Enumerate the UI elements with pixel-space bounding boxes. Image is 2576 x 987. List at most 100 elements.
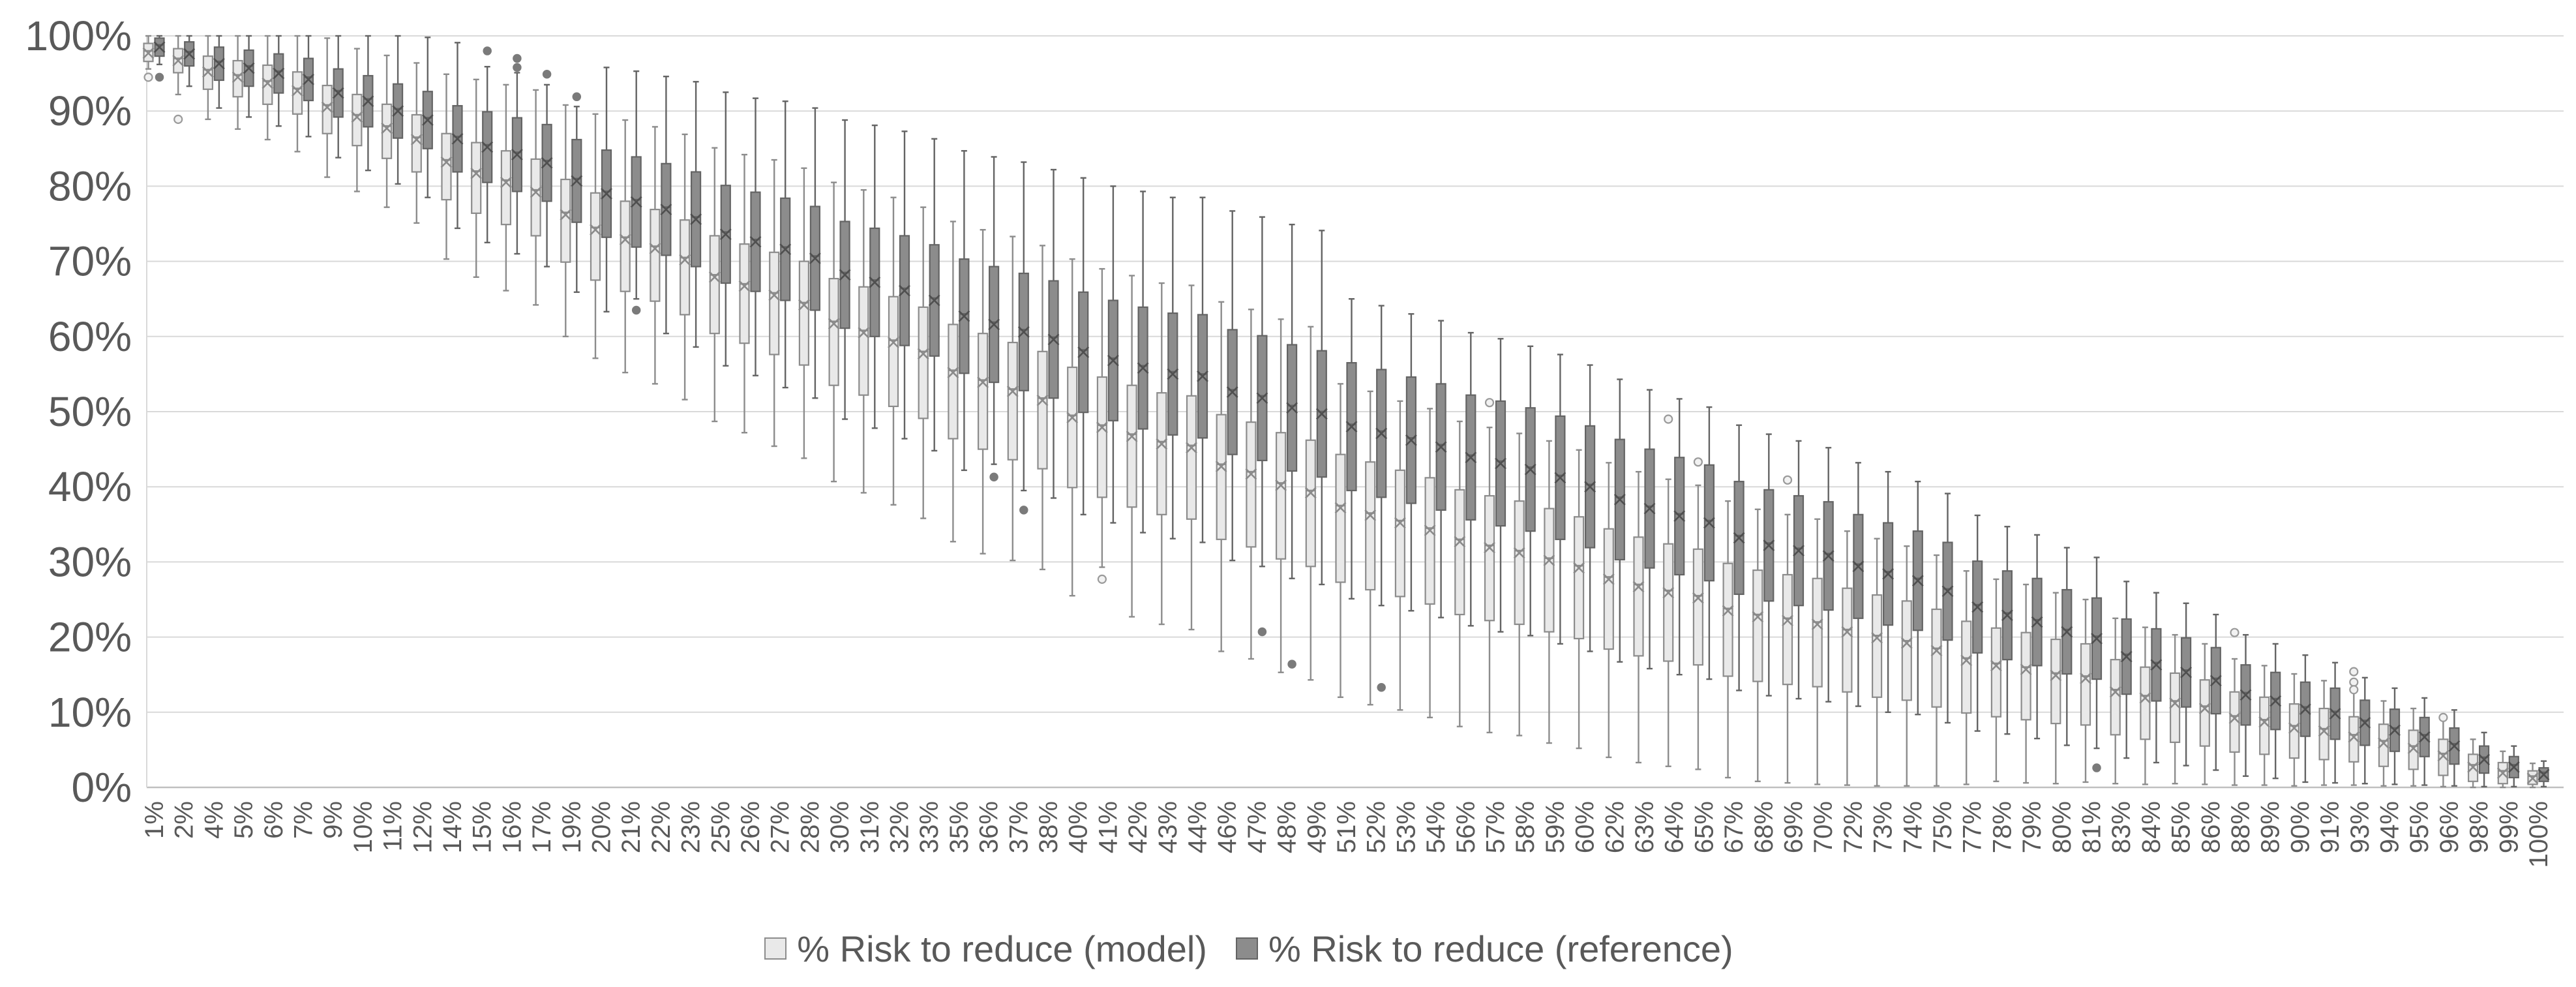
svg-text:65%: 65% <box>1690 801 1718 853</box>
outlier-model-dot <box>143 72 153 82</box>
svg-text:16%: 16% <box>498 801 526 853</box>
svg-text:74%: 74% <box>1898 801 1927 853</box>
svg-text:73%: 73% <box>1869 801 1898 853</box>
svg-text:79%: 79% <box>2018 801 2046 853</box>
svg-text:41%: 41% <box>1094 801 1122 853</box>
svg-text:94%: 94% <box>2376 801 2404 853</box>
svg-text:35%: 35% <box>945 801 974 853</box>
outlier-ref-dot <box>2092 763 2101 772</box>
svg-text:63%: 63% <box>1630 801 1659 853</box>
svg-text:9%: 9% <box>319 801 348 839</box>
outlier-model-dot <box>1782 475 1793 485</box>
svg-text:62%: 62% <box>1600 801 1629 853</box>
svg-text:84%: 84% <box>2137 801 2166 853</box>
svg-text:33%: 33% <box>915 801 944 853</box>
svg-text:30%: 30% <box>826 801 854 853</box>
svg-text:42%: 42% <box>1124 801 1152 853</box>
svg-text:27%: 27% <box>766 801 795 853</box>
svg-text:4%: 4% <box>200 801 228 839</box>
svg-text:100%: 100% <box>2524 801 2553 868</box>
svg-text:14%: 14% <box>438 801 467 853</box>
svg-text:49%: 49% <box>1302 801 1331 853</box>
svg-text:100%: 100% <box>25 12 132 59</box>
outlier-model-dot <box>1097 574 1107 584</box>
svg-text:47%: 47% <box>1243 801 1272 853</box>
svg-text:52%: 52% <box>1362 801 1391 853</box>
svg-text:70%: 70% <box>1809 801 1838 853</box>
svg-text:50%: 50% <box>48 388 132 435</box>
outlier-ref-dot <box>572 92 582 102</box>
svg-text:40%: 40% <box>1064 801 1093 853</box>
svg-text:56%: 56% <box>1452 801 1480 853</box>
legend-item-reference: % Risk to reduce (reference) <box>1235 928 1733 970</box>
svg-text:70%: 70% <box>48 238 132 285</box>
outlier-model-dot <box>173 114 183 124</box>
svg-text:83%: 83% <box>2107 801 2136 853</box>
svg-text:88%: 88% <box>2226 801 2255 853</box>
svg-text:43%: 43% <box>1154 801 1182 853</box>
svg-text:17%: 17% <box>528 801 556 853</box>
y-axis-labels: 0% 10% 20% 30% 40% 50% 60% 70% 80% 90% 100% <box>25 12 132 811</box>
outlier-model-dot <box>2230 628 2239 637</box>
svg-text:38%: 38% <box>1034 801 1063 853</box>
svg-text:2%: 2% <box>170 801 199 839</box>
outlier-model-dot <box>2349 685 2359 695</box>
svg-text:32%: 32% <box>886 801 914 853</box>
svg-text:69%: 69% <box>1780 801 1808 853</box>
outlier-ref-dot <box>155 72 164 82</box>
svg-text:21%: 21% <box>617 801 646 853</box>
svg-text:37%: 37% <box>1004 801 1033 853</box>
svg-text:80%: 80% <box>48 162 132 209</box>
svg-text:77%: 77% <box>1958 801 1987 853</box>
svg-text:22%: 22% <box>647 801 676 853</box>
svg-text:23%: 23% <box>677 801 706 853</box>
svg-text:72%: 72% <box>1839 801 1868 853</box>
svg-text:40%: 40% <box>48 463 132 510</box>
svg-text:30%: 30% <box>48 538 132 585</box>
legend-label-reference: % Risk to reduce (reference) <box>1268 928 1733 969</box>
svg-text:95%: 95% <box>2405 801 2434 853</box>
series-model <box>142 35 2539 789</box>
legend-swatch-reference-icon <box>1235 937 1258 960</box>
svg-text:48%: 48% <box>1273 801 1302 853</box>
outlier-ref-dot <box>1019 506 1028 515</box>
svg-text:81%: 81% <box>2078 801 2106 853</box>
outlier-ref-dot <box>483 46 492 55</box>
svg-text:19%: 19% <box>558 801 586 853</box>
svg-text:10%: 10% <box>349 801 378 853</box>
svg-text:26%: 26% <box>736 801 765 853</box>
svg-text:20%: 20% <box>48 614 132 661</box>
svg-text:75%: 75% <box>1928 801 1957 853</box>
series-reference <box>153 35 2550 788</box>
svg-text:11%: 11% <box>379 801 408 851</box>
legend-swatch-model-icon <box>764 937 787 960</box>
outlier-model-dot <box>1664 414 1673 424</box>
svg-text:78%: 78% <box>1988 801 2016 853</box>
outlier-ref-dot <box>513 63 522 72</box>
outlier-model-dot <box>1693 457 1703 467</box>
boxplot-chart: 0%10%20%30%40%50%60%70%80%90%100%1% 2% 4% 5… <box>25 12 2564 868</box>
x-axis-labels: 1% 2% 4% 5% 6% 7% 9% 10% 11% 12% 14% 15% 16% 17% 19% 20… <box>140 801 2553 868</box>
svg-text:53%: 53% <box>1392 801 1420 853</box>
svg-text:85%: 85% <box>2167 801 2196 853</box>
svg-text:60%: 60% <box>1571 801 1600 853</box>
chart-legend: % Risk to reduce (model) % Risk to reduc… <box>0 916 2537 981</box>
svg-text:86%: 86% <box>2196 801 2225 853</box>
svg-text:90%: 90% <box>2286 801 2314 853</box>
legend-label-model: % Risk to reduce (model) <box>797 928 1207 969</box>
outlier-ref-dot <box>989 472 998 481</box>
svg-text:93%: 93% <box>2346 801 2374 853</box>
svg-text:20%: 20% <box>588 801 616 853</box>
outlier-model-dot <box>2438 712 2448 722</box>
axis-lines <box>146 36 2564 789</box>
outlier-model-dot <box>2349 677 2359 687</box>
outlier-ref-dot <box>631 305 641 315</box>
svg-text:58%: 58% <box>1511 801 1540 853</box>
svg-text:46%: 46% <box>1213 801 1242 853</box>
svg-text:59%: 59% <box>1541 801 1570 853</box>
svg-text:25%: 25% <box>706 801 735 853</box>
svg-text:91%: 91% <box>2316 801 2344 853</box>
svg-text:68%: 68% <box>1750 801 1778 853</box>
outlier-model-dot <box>1484 398 1495 408</box>
